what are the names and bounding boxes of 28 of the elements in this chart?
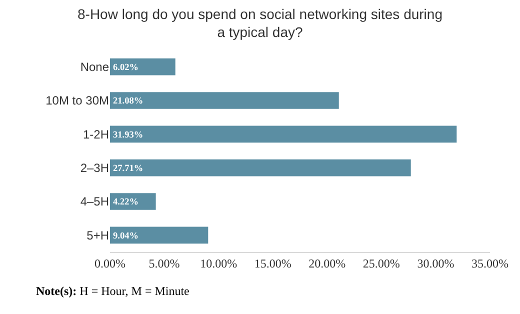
y-tick-label: 2–3H xyxy=(80,161,109,176)
bar xyxy=(110,159,411,176)
y-tick-label: 5+H xyxy=(86,228,109,242)
data-label: 4.22% xyxy=(113,198,139,208)
bar xyxy=(110,92,339,109)
bar xyxy=(110,126,457,143)
y-tick-label: 1-2H xyxy=(82,127,109,142)
bar xyxy=(110,193,156,210)
bar xyxy=(110,226,208,244)
data-label: 31.93% xyxy=(113,130,144,140)
x-tick-label: 10.00% xyxy=(200,256,238,270)
x-tick-label: 35.00% xyxy=(472,256,508,270)
y-tick-label: None xyxy=(80,60,110,74)
x-tick-label: 0.00% xyxy=(94,256,126,270)
data-label: 21.08% xyxy=(113,96,144,107)
y-tick-label: 4–5H xyxy=(80,194,109,209)
bar xyxy=(110,58,176,76)
data-label: 9.04% xyxy=(113,231,139,242)
chart-title: 8-How long do you spend on social networking sites during a typical day? xyxy=(78,6,442,40)
x-tick-label: 20.00% xyxy=(308,256,346,270)
x-tick-label: 15.00% xyxy=(254,256,292,270)
x-tick-label: 25.00% xyxy=(362,256,400,270)
data-label: 27.71% xyxy=(113,164,144,174)
y-tick-label: 10M to 30M xyxy=(46,94,109,108)
x-tick-label: 5.00% xyxy=(148,256,180,270)
x-tick-label: 30.00% xyxy=(417,256,454,270)
text: Note(s): H = Hour, M = Minute xyxy=(36,284,190,298)
data-label: 6.02% xyxy=(113,62,139,73)
